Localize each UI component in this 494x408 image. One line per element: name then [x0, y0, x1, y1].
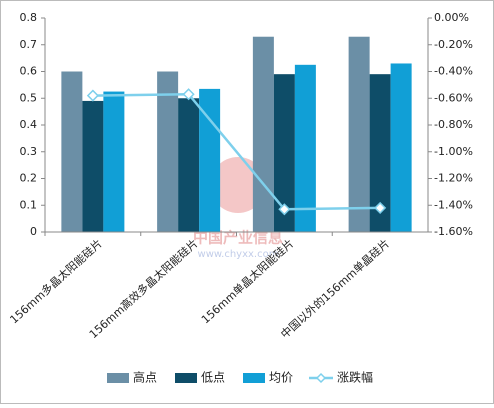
legend-label: 低点	[201, 371, 225, 385]
bar	[178, 98, 200, 232]
y2-tick-label: -0.80%	[434, 118, 473, 131]
bar	[61, 71, 83, 232]
y2-tick-label: 0.00%	[434, 11, 469, 24]
bar	[252, 36, 274, 232]
y-tick-label: 0.2	[20, 172, 38, 185]
watermark-text: 中国产业信息	[193, 229, 283, 247]
legend-swatch	[107, 373, 129, 383]
line	[92, 92, 381, 211]
legend-swatch	[175, 373, 197, 383]
bar	[390, 63, 412, 232]
y2-tick-label: -1.40%	[434, 198, 473, 211]
y-tick-label: 0.3	[20, 145, 38, 158]
legend-label: 均价	[269, 371, 293, 385]
legend-swatch	[243, 373, 265, 383]
y2-tick-label: -0.40%	[434, 65, 473, 78]
bar	[103, 91, 125, 232]
y-tick-label: 0.1	[20, 198, 38, 211]
y2-tick-label: -1.00%	[434, 145, 473, 158]
legend-swatch	[315, 372, 327, 384]
y2-tick-label: -1.20%	[434, 172, 473, 185]
bar	[369, 74, 391, 232]
y-tick-label: 0.6	[20, 65, 38, 78]
bar	[273, 74, 295, 232]
bar	[294, 64, 316, 232]
legend-label: 高点	[133, 370, 157, 385]
y-tick-label: 0.5	[20, 91, 38, 104]
y2-tick-label: -0.20%	[434, 38, 473, 51]
y2-tick-label: -0.60%	[434, 91, 473, 104]
legend-label: 涨跌幅	[337, 370, 373, 385]
watermark-url: www.chyxx.com	[198, 249, 279, 260]
bar	[157, 71, 179, 232]
line-marker	[86, 89, 99, 102]
y-tick-label: 0.7	[20, 38, 38, 51]
y-tick-label: 0.8	[20, 11, 38, 24]
line-marker	[182, 88, 195, 101]
y-tick-label: 0	[30, 225, 37, 238]
line-marker	[278, 203, 291, 216]
bar	[348, 36, 370, 232]
bar	[82, 100, 104, 232]
line-marker	[374, 201, 387, 214]
y-tick-label: 0.4	[20, 118, 38, 131]
y2-tick-label: -1.60%	[434, 225, 473, 238]
